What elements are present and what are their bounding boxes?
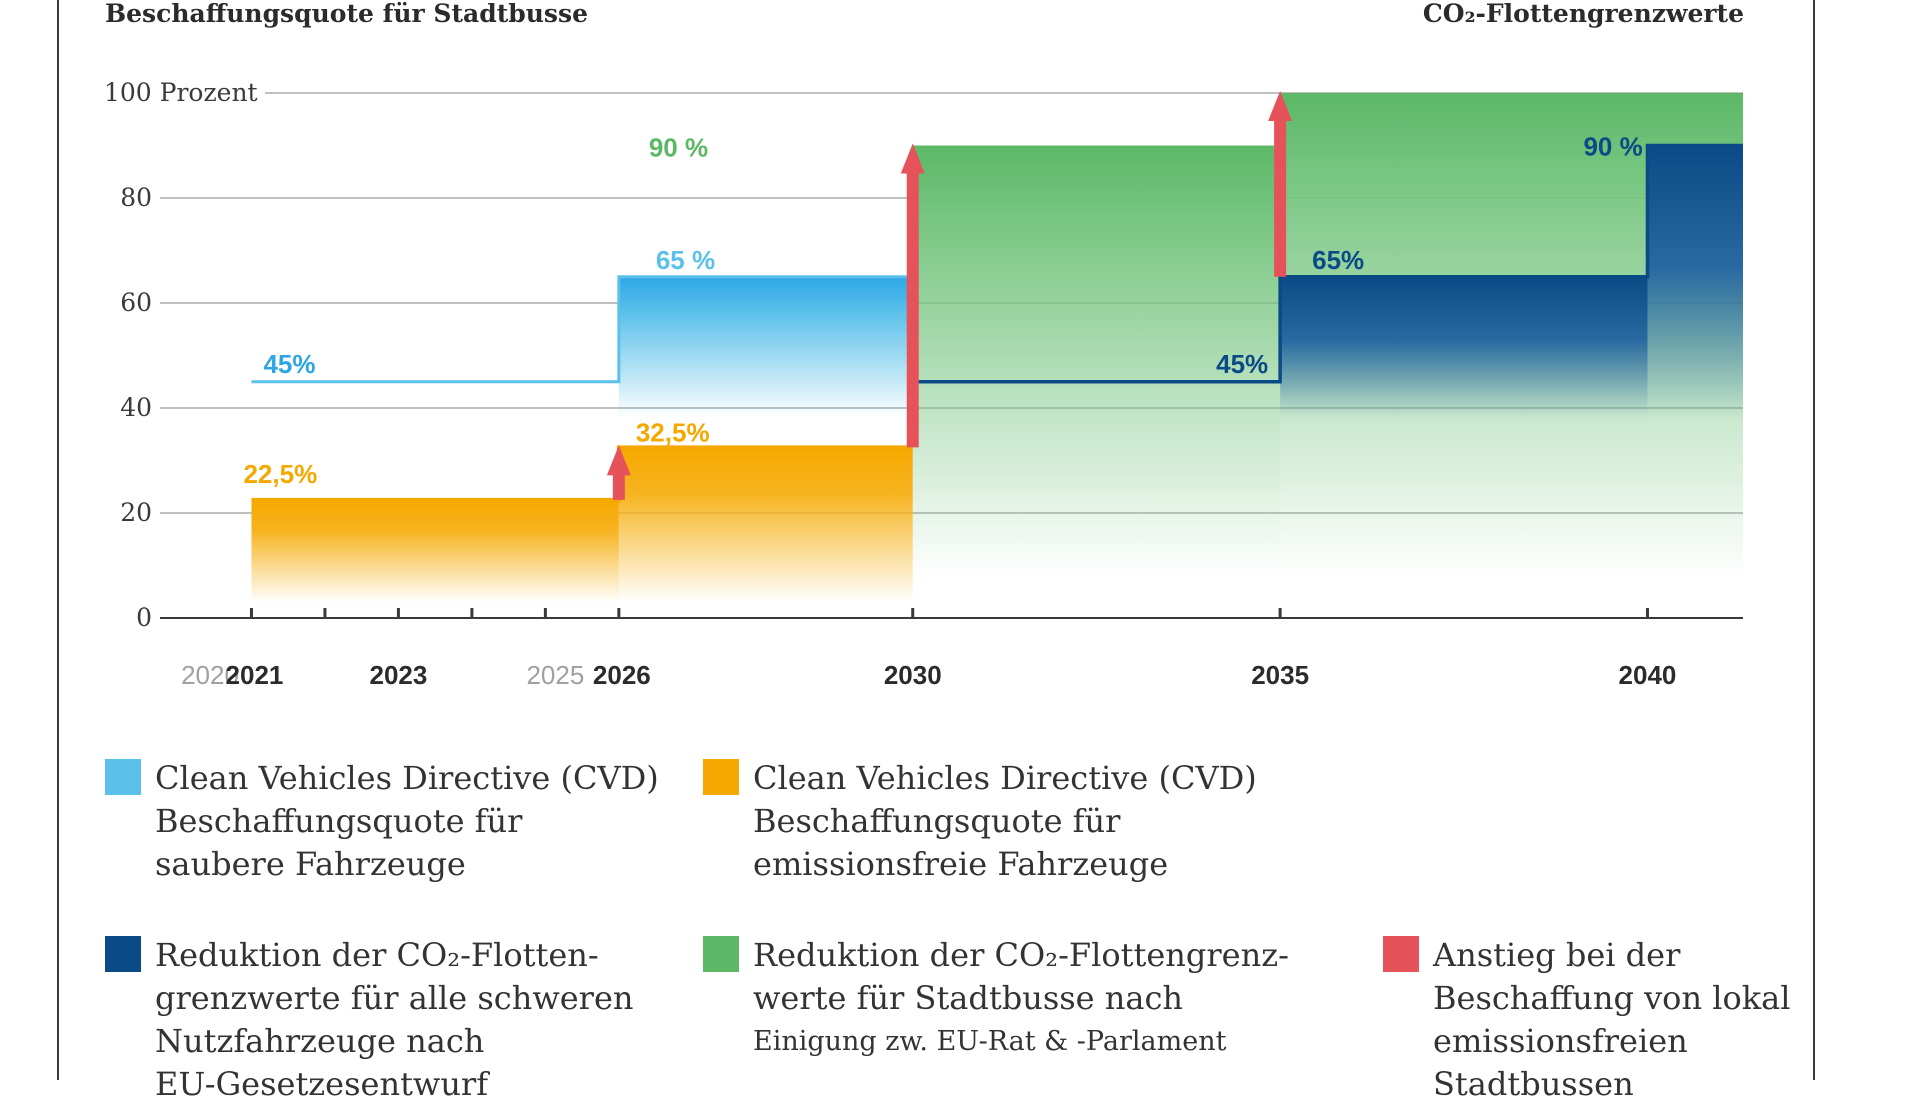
y-tick-label: 80 [120, 183, 152, 212]
legend-line: Reduktion der CO₂-Flotten- [155, 936, 599, 974]
frame-right-border [1813, 0, 1815, 1080]
x-tick-label: 2040 [1619, 660, 1677, 690]
legend-line: werte für Stadtbusse nach [753, 979, 1183, 1017]
legend-line: EU-Gesetzesentwurf [155, 1065, 489, 1103]
orange-area [618, 447, 913, 603]
y-tick-label: 60 [120, 288, 152, 317]
increase-arrow-shaft [1274, 115, 1287, 277]
x-tick-label: 2020 [181, 660, 239, 690]
legend-line: Beschaffung von lokal [1433, 979, 1791, 1017]
y-tick-label: 40 [120, 393, 152, 422]
legend-line: Nutzfahrzeuge nach [155, 1022, 485, 1060]
legend: Clean Vehicles Directive (CVD) Beschaffun… [105, 757, 1790, 1103]
y-tick-label: 20 [120, 498, 152, 527]
legend-swatch [703, 936, 739, 972]
green-area [912, 145, 1281, 578]
x-tick-label: 2025 [526, 660, 584, 690]
legend-line: Clean Vehicles Directive (CVD) [155, 759, 659, 797]
legend-item: Reduktion der CO₂-Flottengrenz-werte für… [703, 934, 1289, 1063]
chart: Beschaffungsquote für Stadtbusse CO₂-Flo… [104, 0, 1744, 690]
light-blue-label-2021: 45% [263, 349, 315, 379]
y-tick-label: 0 [136, 603, 152, 632]
legend-item: Anstieg bei der Beschaffung von lokal emis… [1383, 934, 1790, 1106]
y-tick-label: 100 Prozent [104, 78, 258, 107]
legend-swatch [703, 759, 739, 795]
legend-line: saubere Fahrzeuge [155, 845, 466, 883]
legend-line: Clean Vehicles Directive (CVD) [753, 759, 1257, 797]
legend-item: Reduktion der CO₂-Flotten-grenzwerte für… [105, 934, 633, 1106]
chart-left-title: Beschaffungsquote für Stadtbusse [105, 0, 588, 28]
navy-step-line [912, 143, 1743, 384]
legend-line: Beschaffungsquote für [753, 802, 1121, 840]
increase-arrow-shaft [612, 469, 625, 500]
x-tick-label: 2021 [226, 660, 284, 690]
increase-arrow-head [1268, 91, 1293, 121]
orange-label-2026: 32,5% [636, 417, 710, 447]
x-tick-label: 2035 [1251, 660, 1309, 690]
legend-text: Reduktion der CO₂-Flotten-grenzwerte für… [155, 934, 633, 1106]
legend-swatch [105, 936, 141, 972]
light-blue-step-line [251, 275, 913, 384]
legend-line: Reduktion der CO₂-Flottengrenz- [753, 936, 1289, 974]
legend-item: Clean Vehicles Directive (CVD) Beschaffun… [105, 757, 659, 886]
increase-arrow-shaft [906, 167, 919, 448]
legend-swatch [1383, 936, 1419, 972]
legend-line-small: Einigung zw. EU-Rat & -Parlament [753, 1026, 1227, 1057]
light-blue-label-2026: 65 % [656, 245, 715, 275]
legend-line: Beschaffungsquote für [155, 802, 523, 840]
increase-arrow-head [606, 445, 631, 476]
legend-line: emissionsfreie Fahrzeuge [753, 845, 1169, 883]
legend-line: Anstieg bei der [1433, 936, 1681, 974]
navy-area [1647, 145, 1743, 419]
orange-area [251, 499, 619, 603]
legend-line: emissionsfreien [1433, 1022, 1688, 1060]
legend-swatch [105, 759, 141, 795]
navy-label-2035: 65% [1312, 245, 1364, 275]
x-tick-label: 2023 [370, 660, 428, 690]
increase-arrow-head [900, 143, 925, 174]
legend-line: grenzwerte für alle schweren [155, 979, 634, 1017]
x-tick-label: 2030 [884, 660, 942, 690]
legend-text: Reduktion der CO₂-Flottengrenz-werte für… [753, 934, 1289, 1063]
green-label-2030: 90 % [649, 133, 708, 163]
legend-text: Anstieg bei der Beschaffung von lokal emis… [1433, 934, 1790, 1106]
legend-item: Clean Vehicles Directive (CVD) Beschaffun… [703, 757, 1257, 886]
frame-left-border [57, 0, 59, 1080]
legend-line: Stadtbussen [1433, 1065, 1634, 1103]
navy-area [1280, 276, 1648, 419]
navy-label-2030: 45% [1216, 349, 1268, 379]
x-tick-label: 2026 [593, 660, 651, 690]
navy-label-2040: 90 % [1583, 132, 1642, 162]
legend-text: Clean Vehicles Directive (CVD) Beschaffun… [155, 757, 659, 886]
chart-right-title: CO₂-Flottengrenzwerte [1423, 0, 1744, 28]
light-blue-area [618, 276, 913, 419]
orange-label-2021: 22,5% [243, 459, 317, 489]
legend-text: Clean Vehicles Directive (CVD) Beschaffun… [753, 757, 1257, 886]
